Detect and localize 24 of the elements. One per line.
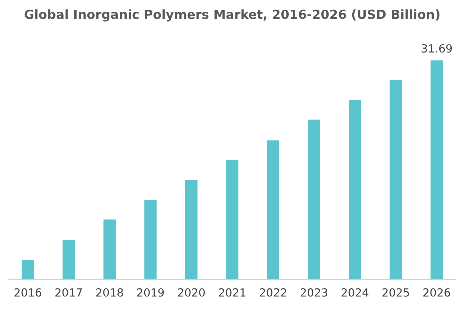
- bar: [390, 80, 402, 280]
- bar: [267, 140, 280, 280]
- chart-title: Global Inorganic Polymers Market, 2016-2026 (USD Billion): [24, 10, 440, 22]
- x-tick-label: 2022: [260, 288, 286, 297]
- bar: [104, 220, 116, 280]
- x-tick-label: 2023: [300, 288, 328, 297]
- bar: [349, 100, 362, 280]
- x-tick-label: 2025: [382, 288, 410, 297]
- bar: [62, 240, 76, 280]
- x-tick-label: 2026: [424, 288, 450, 297]
- x-tick-label: 2020: [178, 288, 206, 297]
- x-tick-label: 2017: [56, 288, 82, 297]
- x-tick-label: 2018: [96, 288, 124, 297]
- x-tick-label: 2016: [14, 288, 42, 297]
- data-label: 31.69: [422, 44, 452, 53]
- bar: [144, 200, 157, 280]
- x-tick-label: 2021: [219, 288, 246, 297]
- bar: [185, 180, 198, 280]
- bar: [226, 160, 239, 280]
- bar: [430, 60, 444, 280]
- x-tick-label: 2024: [342, 288, 369, 297]
- x-tick-label: 2019: [137, 288, 164, 297]
- bar: [22, 260, 34, 280]
- bar: [308, 120, 320, 280]
